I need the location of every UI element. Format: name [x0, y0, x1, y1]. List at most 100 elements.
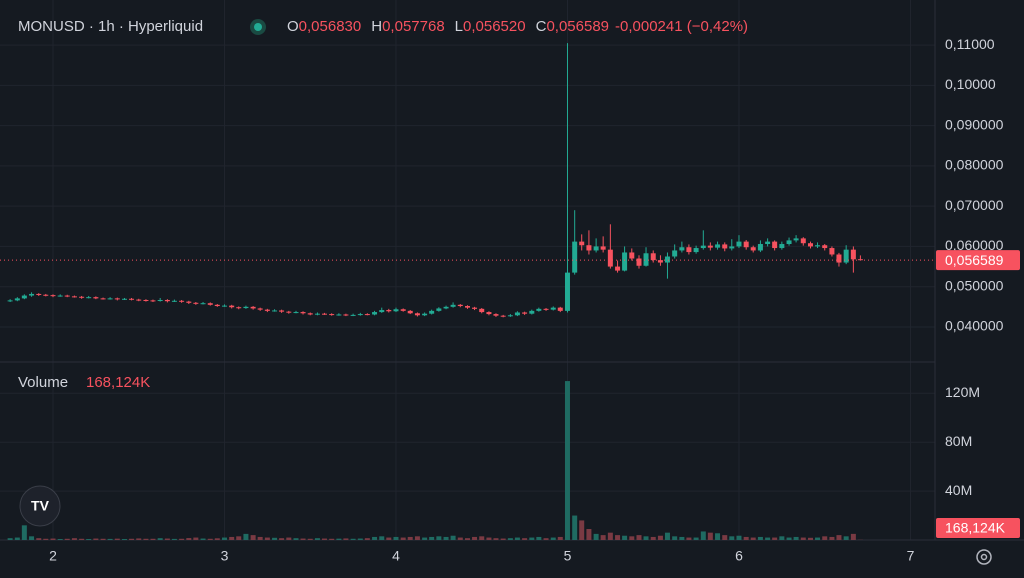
x-tick-label: 5	[564, 548, 572, 564]
last-price-label: 0,056589	[945, 252, 1004, 268]
candle-body	[122, 298, 128, 300]
candle-body	[615, 266, 621, 271]
volume-bar	[379, 536, 385, 540]
y-tick-label: 0,080000	[945, 157, 1004, 173]
volume-bar	[472, 536, 478, 540]
volume-bar	[465, 538, 470, 540]
volume-bar	[679, 536, 685, 540]
volume-bar	[357, 538, 363, 540]
candle-body	[7, 300, 13, 302]
volume-bar	[43, 538, 49, 540]
volume-bar	[600, 535, 606, 540]
volume-bar	[343, 538, 349, 540]
volume-bar	[14, 537, 20, 540]
volume-bar	[615, 535, 621, 540]
volume-bar	[486, 537, 492, 540]
candle-body	[593, 246, 599, 251]
candle-body	[750, 247, 756, 251]
volume-bar	[836, 535, 842, 540]
ohlc-label: L	[455, 18, 463, 35]
y-tick-label: 0,070000	[945, 197, 1004, 213]
volume-bar	[29, 536, 35, 540]
volume-bar	[136, 538, 142, 540]
volume-bar	[143, 538, 149, 540]
y-tick-label: 0,11000	[945, 36, 995, 52]
candle-body	[29, 293, 35, 296]
volume-bar	[314, 538, 320, 540]
status-dot	[254, 23, 262, 31]
candle-body	[57, 295, 63, 297]
candle-body	[43, 294, 49, 296]
volume-bar	[629, 536, 635, 540]
candle-body	[679, 247, 685, 251]
volume-bar	[50, 538, 56, 540]
volume-bar	[529, 537, 535, 540]
volume-bar	[407, 536, 413, 540]
gear[interactable]	[976, 549, 992, 565]
volume-bar	[64, 538, 70, 540]
last-volume-box	[936, 518, 1020, 538]
volume-bar	[743, 536, 749, 540]
candle-body	[150, 300, 156, 302]
volume-bar	[300, 538, 306, 540]
symbol: MONUSD · 1h · Hyperliquid	[18, 18, 203, 35]
volume-bar	[715, 533, 721, 540]
volume-bar	[765, 537, 771, 540]
candle-body	[715, 244, 721, 248]
candle-body	[550, 307, 556, 310]
volume-bar	[414, 536, 420, 540]
candle-body	[93, 297, 99, 299]
candle-body	[157, 299, 163, 301]
volume-bar	[350, 538, 356, 540]
volume-bar	[543, 538, 549, 540]
candle-body	[472, 307, 478, 309]
volume-bar	[336, 538, 342, 540]
volume-bar	[307, 538, 313, 540]
last-price-box	[936, 250, 1020, 271]
volume-bar	[7, 538, 13, 540]
volume-bar	[514, 537, 520, 540]
volume-bar	[443, 536, 449, 540]
logo-text: TV	[31, 498, 50, 514]
volume-bar	[729, 536, 735, 540]
candle-body	[214, 304, 220, 307]
candle-body	[300, 312, 306, 314]
candle-body	[136, 299, 142, 301]
volume-bar	[643, 536, 649, 540]
candle-body	[279, 310, 285, 312]
candle-body	[829, 248, 835, 255]
candle-body	[286, 311, 292, 313]
volume-bar	[829, 536, 835, 540]
volume-bar	[686, 537, 692, 540]
logo-circle	[19, 485, 61, 527]
candle-body	[243, 306, 249, 309]
candle-body	[79, 296, 85, 298]
candle-body	[622, 252, 628, 271]
candle-body	[272, 310, 278, 312]
volume-bar	[221, 537, 227, 540]
volume-bar	[736, 535, 742, 540]
x-tick-label: 7	[907, 548, 915, 564]
volume-bar	[207, 538, 213, 540]
candle-body	[664, 256, 670, 263]
candle-body	[543, 308, 549, 310]
volume-bar	[86, 539, 92, 540]
candle-body	[221, 305, 227, 307]
volume-bar	[586, 528, 592, 540]
volume-bar	[279, 538, 285, 540]
candle-body	[579, 241, 585, 246]
candle-body	[607, 249, 613, 267]
settings-icon[interactable]	[976, 549, 992, 565]
gear-center[interactable]	[980, 553, 988, 561]
volume-bar	[122, 539, 128, 540]
candle-body	[772, 241, 778, 249]
volume-bar	[171, 538, 177, 540]
volume-bar	[186, 538, 192, 540]
volume-bar	[229, 536, 235, 540]
candle-body	[850, 249, 856, 260]
candle-body	[400, 309, 406, 311]
candle-body	[422, 313, 428, 316]
grid	[0, 0, 935, 540]
candle-body	[529, 310, 535, 314]
volume-bar	[272, 537, 278, 540]
